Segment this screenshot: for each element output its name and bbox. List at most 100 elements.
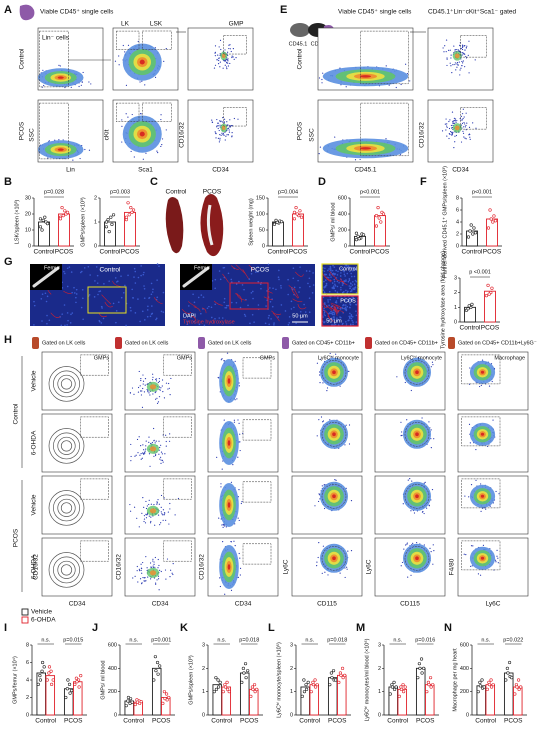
panel-title: Viable CD45⁺ single cells bbox=[338, 9, 412, 16]
nucleus bbox=[66, 324, 68, 326]
data-point bbox=[334, 678, 338, 682]
event-dot bbox=[446, 135, 448, 137]
nucleus bbox=[264, 322, 267, 325]
gate bbox=[116, 102, 140, 122]
data-point bbox=[390, 685, 395, 689]
nucleus bbox=[349, 312, 351, 315]
event-dot bbox=[428, 505, 430, 507]
density bbox=[454, 53, 460, 59]
event-dot bbox=[172, 573, 174, 576]
density bbox=[332, 494, 336, 499]
event-dot bbox=[450, 127, 453, 129]
event-dot bbox=[445, 118, 447, 120]
event-dot bbox=[130, 443, 132, 446]
nucleus bbox=[214, 317, 216, 320]
data-point bbox=[155, 660, 160, 665]
event-dot bbox=[451, 72, 453, 74]
event-dot bbox=[228, 131, 231, 133]
nucleus bbox=[137, 298, 139, 300]
nucleus bbox=[351, 315, 354, 318]
event-dot bbox=[314, 505, 316, 507]
panel-title: CD45.1⁺Lin⁻cKit⁺Sca1⁻ gated bbox=[428, 9, 517, 16]
nucleus bbox=[333, 280, 336, 283]
event-dot bbox=[143, 449, 145, 451]
nucleus bbox=[333, 287, 336, 290]
spleen-image bbox=[165, 197, 184, 254]
data-point bbox=[43, 215, 47, 219]
nucleus bbox=[336, 274, 339, 276]
event-dot bbox=[135, 454, 137, 456]
th-fiber bbox=[248, 264, 254, 271]
event-dot bbox=[488, 385, 491, 387]
data-point bbox=[45, 222, 50, 226]
event-dot bbox=[425, 507, 428, 509]
event-dot bbox=[321, 485, 323, 487]
event-dot bbox=[346, 568, 348, 570]
event-dot bbox=[400, 434, 402, 437]
nucleus bbox=[82, 318, 84, 321]
event-dot bbox=[144, 84, 146, 86]
flow-plot bbox=[187, 27, 254, 91]
event-dot bbox=[137, 452, 139, 454]
event-dot bbox=[131, 387, 134, 389]
event-dot bbox=[461, 44, 464, 46]
nucleus bbox=[218, 270, 221, 272]
nucleus bbox=[122, 291, 125, 294]
y-tick-label: 2 bbox=[454, 290, 457, 296]
tissue-icon bbox=[115, 337, 122, 349]
event-dot bbox=[149, 522, 152, 524]
event-dot bbox=[219, 137, 221, 139]
event-dot bbox=[322, 545, 325, 547]
event-dot bbox=[218, 46, 220, 48]
y-axis-label: CD16/32 bbox=[116, 554, 123, 580]
panel-letter: E bbox=[280, 4, 287, 16]
event-dot bbox=[145, 580, 147, 582]
event-dot bbox=[221, 524, 223, 526]
x-tick-label: PCOS bbox=[483, 249, 502, 256]
event-dot bbox=[156, 579, 158, 581]
event-dot bbox=[161, 513, 163, 515]
data-point bbox=[337, 680, 341, 684]
nucleus bbox=[155, 318, 157, 321]
contour bbox=[53, 432, 80, 460]
y-axis-label: Spleen weight (mg) bbox=[248, 198, 254, 246]
event-dot bbox=[157, 401, 160, 403]
nucleus bbox=[331, 313, 333, 315]
event-dot bbox=[143, 453, 145, 455]
event-dot bbox=[326, 387, 329, 389]
data-point bbox=[126, 201, 130, 205]
spleen-image bbox=[200, 194, 224, 257]
column-header: Gated on CD45+ CD11b+ bbox=[292, 340, 355, 346]
nucleus bbox=[100, 305, 103, 308]
event-dot bbox=[132, 577, 134, 579]
nucleus bbox=[108, 280, 110, 282]
event-dot bbox=[156, 402, 159, 404]
data-point bbox=[242, 671, 246, 675]
panel-title: Viable CD45⁺ single cells bbox=[40, 9, 114, 16]
contour bbox=[60, 440, 73, 452]
data-point bbox=[493, 219, 498, 223]
event-dot bbox=[231, 132, 233, 134]
x-axis-label: Sca1 bbox=[138, 167, 153, 174]
event-dot bbox=[463, 121, 465, 124]
event-dot bbox=[127, 116, 129, 118]
event-dot bbox=[158, 386, 161, 388]
x-tick-label: Control bbox=[211, 718, 233, 725]
data-point bbox=[505, 666, 509, 670]
th-fiber bbox=[324, 310, 330, 319]
p-value: p=0.015 bbox=[63, 637, 83, 643]
event-dot bbox=[489, 505, 491, 507]
event-dot bbox=[460, 47, 462, 50]
nucleus bbox=[211, 316, 213, 319]
nucleus bbox=[193, 301, 196, 304]
data-point bbox=[216, 678, 220, 682]
event-dot bbox=[464, 137, 466, 139]
row-label: PCOS bbox=[297, 121, 304, 140]
th-fiber bbox=[201, 307, 207, 314]
th-fiber bbox=[297, 303, 307, 310]
event-dot bbox=[319, 146, 322, 148]
event-dot bbox=[446, 64, 448, 67]
y-tick-label: 3 bbox=[378, 642, 381, 648]
event-dot bbox=[159, 458, 161, 460]
data-point bbox=[298, 209, 302, 213]
